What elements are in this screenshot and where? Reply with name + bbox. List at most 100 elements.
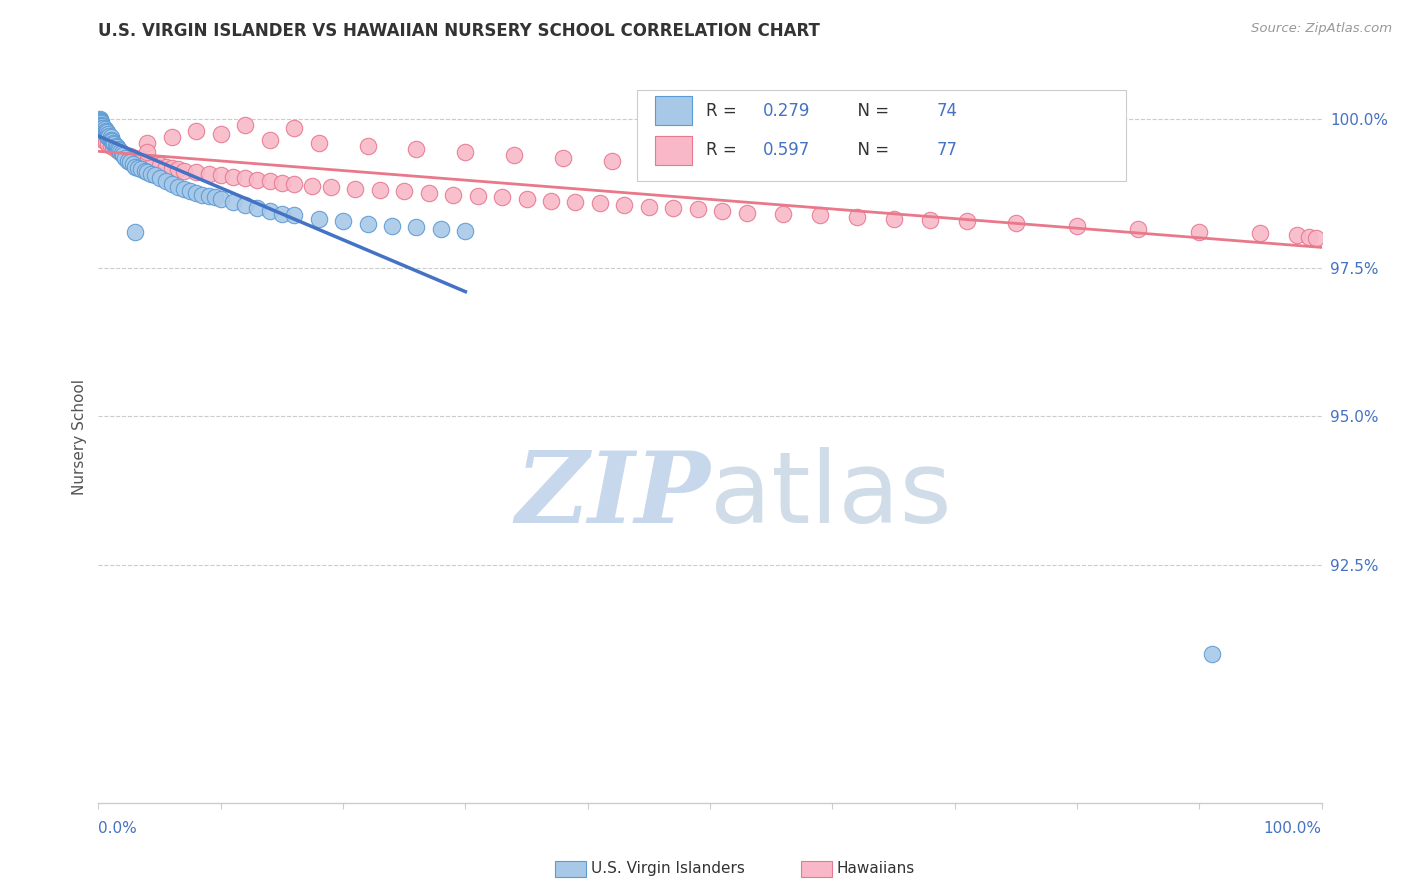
Text: 0.279: 0.279 xyxy=(762,102,810,120)
Point xyxy=(97,136,120,151)
Point xyxy=(301,178,323,193)
Point xyxy=(173,164,195,178)
Point xyxy=(105,140,128,154)
Point xyxy=(204,190,226,204)
Point xyxy=(100,138,122,153)
Point xyxy=(91,120,114,135)
Point xyxy=(136,165,159,179)
Point xyxy=(186,186,208,201)
Point xyxy=(91,122,114,136)
Point xyxy=(920,213,942,227)
Point xyxy=(101,140,124,154)
Point xyxy=(356,217,378,231)
Point xyxy=(100,129,122,144)
Point xyxy=(89,115,111,129)
Point xyxy=(93,125,115,139)
Point xyxy=(845,210,868,224)
Point xyxy=(491,190,513,204)
Point xyxy=(222,170,245,185)
Point xyxy=(600,153,623,168)
Point xyxy=(117,153,139,168)
Point xyxy=(94,127,117,141)
Point xyxy=(103,136,125,151)
Point xyxy=(96,125,118,139)
Point xyxy=(94,124,117,138)
Point xyxy=(515,192,537,206)
Point xyxy=(110,145,132,159)
Text: N =: N = xyxy=(846,102,894,120)
Point xyxy=(155,160,177,174)
Point xyxy=(283,178,305,192)
Point xyxy=(90,120,112,135)
Point xyxy=(91,120,114,135)
Point xyxy=(114,147,136,161)
Point xyxy=(246,201,269,215)
Point xyxy=(1305,231,1327,245)
Point xyxy=(89,127,111,141)
Point xyxy=(111,146,134,161)
Point xyxy=(197,189,219,203)
Point xyxy=(711,204,734,219)
Text: atlas: atlas xyxy=(710,447,952,544)
Point xyxy=(91,124,114,138)
Point xyxy=(319,180,342,194)
Point xyxy=(589,196,612,211)
Point xyxy=(160,129,183,144)
Point xyxy=(259,204,281,219)
Text: Source: ZipAtlas.com: Source: ZipAtlas.com xyxy=(1251,22,1392,36)
Point xyxy=(105,143,128,157)
Point xyxy=(283,208,305,222)
Point xyxy=(89,118,111,132)
Point xyxy=(1286,227,1309,242)
Point xyxy=(883,211,905,226)
Y-axis label: Nursery School: Nursery School xyxy=(72,379,87,495)
Point xyxy=(155,174,177,188)
Point xyxy=(259,174,281,188)
Point xyxy=(270,207,294,221)
Point xyxy=(89,114,111,128)
Point xyxy=(173,182,195,196)
Point xyxy=(808,208,831,222)
Point xyxy=(441,188,464,202)
Point xyxy=(1201,647,1223,661)
Point xyxy=(136,136,159,150)
Point xyxy=(1188,225,1211,239)
Point xyxy=(405,142,427,156)
Point xyxy=(160,178,183,192)
Point xyxy=(101,136,124,150)
Point xyxy=(344,182,367,196)
Point xyxy=(111,147,134,161)
Point xyxy=(332,214,354,228)
Point xyxy=(97,127,120,141)
Point xyxy=(209,127,232,141)
Text: 0.597: 0.597 xyxy=(762,141,810,159)
Text: 0.0%: 0.0% xyxy=(98,821,138,836)
Point xyxy=(233,171,256,186)
Text: R =: R = xyxy=(706,102,742,120)
Point xyxy=(308,136,330,150)
Point xyxy=(139,167,162,181)
Point xyxy=(1128,222,1150,236)
Point xyxy=(90,116,112,130)
Point xyxy=(430,222,453,236)
Point xyxy=(110,145,132,159)
Point xyxy=(89,113,111,128)
Point xyxy=(124,160,146,174)
Point xyxy=(454,224,477,238)
Point xyxy=(121,156,143,170)
Point xyxy=(93,122,115,136)
Point xyxy=(124,225,146,239)
Text: U.S. VIRGIN ISLANDER VS HAWAIIAN NURSERY SCHOOL CORRELATION CHART: U.S. VIRGIN ISLANDER VS HAWAIIAN NURSERY… xyxy=(98,22,820,40)
Point xyxy=(104,138,127,153)
Point xyxy=(392,185,416,199)
Text: ZIP: ZIP xyxy=(515,448,710,544)
Point xyxy=(503,147,526,161)
Point xyxy=(108,143,131,157)
Point xyxy=(956,214,979,228)
Point xyxy=(167,180,190,194)
Point xyxy=(127,161,149,175)
Point xyxy=(90,118,112,132)
Point xyxy=(100,133,122,147)
Point xyxy=(134,164,156,178)
Point xyxy=(564,195,586,210)
